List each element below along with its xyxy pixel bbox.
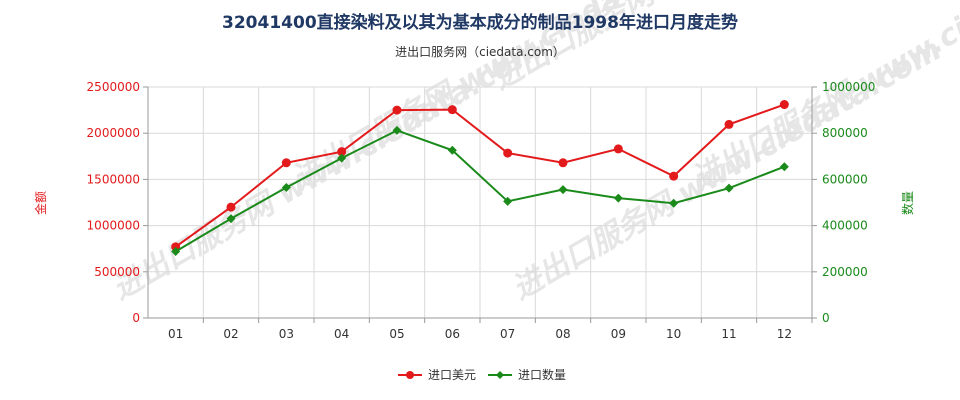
series-point [281,182,291,192]
series-point [613,193,623,203]
series-line [175,103,785,248]
y-right-tick-label: 0 [822,311,830,325]
series-point [447,105,457,115]
series-point [337,147,347,157]
grid-lines [148,86,813,318]
x-tick-label: 01 [168,327,183,341]
x-tick-label: 11 [721,327,736,341]
series-point [669,171,679,181]
y-left-tick-label: 500000 [94,265,140,279]
legend-label: 进口美元 [428,368,476,382]
series-point [503,148,513,158]
x-axis-ticks: 01 02 03 04 05 06 07 08 09 10 11 12 [168,318,813,341]
y-right-tick-label: 400000 [822,219,868,233]
legend-label: 进口数量 [518,367,566,382]
series-point [669,198,679,208]
legend-marker [406,371,414,379]
series-point [447,145,457,155]
y-right-tick-label: 600000 [822,172,868,186]
y-left-tick-label: 0 [132,311,140,325]
series-line [175,129,785,253]
series-layer [171,100,789,256]
x-tick-label: 10 [666,327,681,341]
y-left-tick-label: 2000000 [87,126,140,140]
series-point [779,100,789,110]
y-right-tick-label: 1000000 [822,80,875,94]
series-point [558,158,568,168]
x-tick-label: 02 [223,327,238,341]
y-right-tick-label: 800000 [822,126,868,140]
x-tick-label: 12 [777,327,792,341]
legend-marker [496,371,504,379]
series-point [337,153,347,163]
chart-title: 32041400直接染料及以其为基本成分的制品1998年进口月度走势 [222,12,738,33]
x-tick-label: 09 [611,327,626,341]
series-point [558,185,568,195]
y-axis-left-label: 金额 [33,191,48,215]
series-point [724,119,734,129]
series-point [226,202,236,212]
x-tick-label: 08 [555,327,570,341]
left-axis-ticks: 0 500000 1000000 1500000 2000000 2500000 [87,80,148,325]
legend: 进口美元 进口数量 [398,367,566,382]
series-point [503,196,513,206]
chart-subtitle: 进出口服务网（ciedata.com） [395,44,565,59]
x-tick-label: 04 [334,327,349,341]
series-point [171,246,181,256]
x-tick-label: 05 [389,327,404,341]
series-point [613,144,623,154]
y-axis-right-label: 数量 [900,191,915,215]
y-left-tick-label: 1000000 [87,219,140,233]
series-point [779,162,789,172]
series-point [724,183,734,193]
series-point [281,158,291,168]
series-point [226,214,236,224]
y-left-tick-label: 1500000 [87,172,140,186]
y-right-tick-label: 200000 [822,265,868,279]
series-point [392,125,402,135]
x-tick-label: 06 [445,327,460,341]
x-tick-label: 07 [500,327,515,341]
x-tick-label: 03 [279,327,294,341]
series-point [392,105,402,115]
right-axis-ticks: 0 200000 400000 600000 800000 1000000 [812,80,875,325]
y-left-tick-label: 2500000 [87,80,140,94]
